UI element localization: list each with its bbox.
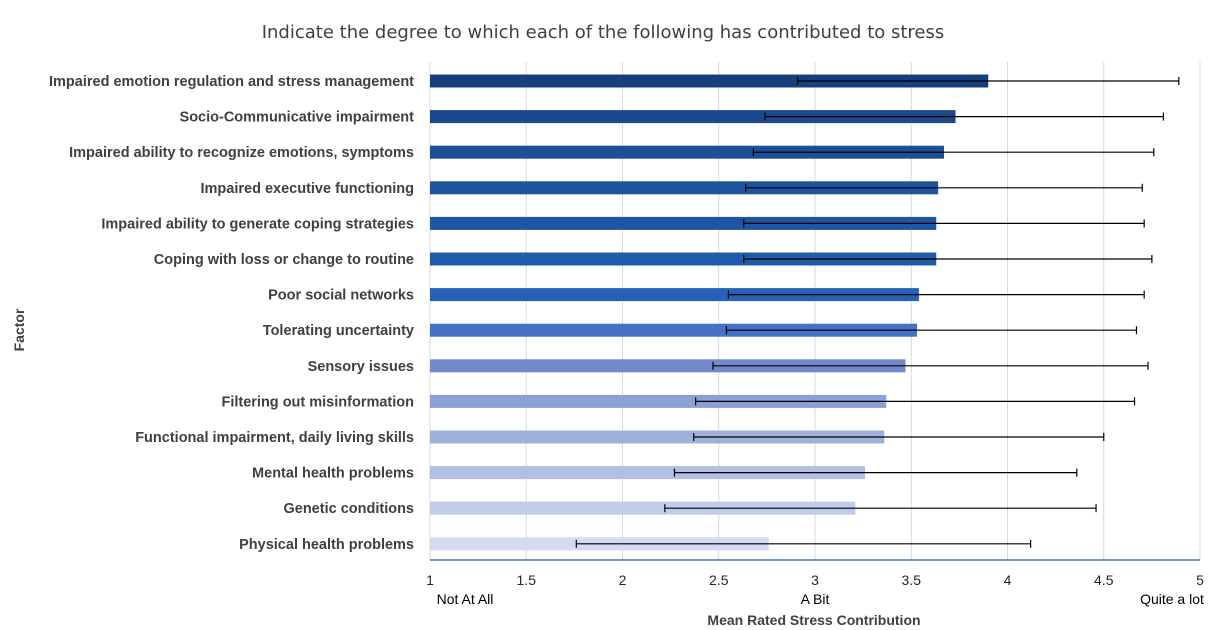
x-tick-labels: 1 1.5 2 2.5 3 3.5 4 4.5 5 (426, 572, 1204, 588)
bar (430, 430, 885, 444)
x-tick-label: 2 (619, 572, 627, 588)
error-bar (743, 219, 1145, 228)
category-label: Impaired executive functioning (200, 181, 414, 197)
category-label: Mental health problems (252, 466, 414, 482)
x-tick-label: 3 (811, 572, 819, 588)
x-anchor-label: A Bit (801, 591, 830, 607)
bar (430, 288, 919, 302)
error-bar (797, 77, 1180, 85)
x-tick-label: 1 (426, 572, 434, 588)
category-label: Filtering out misinformation (221, 394, 414, 410)
category-label: Impaired emotion regulation and stress m… (49, 74, 414, 90)
x-anchor-labels: Not At All A Bit Quite a lot (437, 591, 1204, 607)
error-bar (752, 148, 1155, 157)
error-bars (575, 77, 1180, 548)
gridlines (429, 62, 1201, 560)
error-bar (575, 539, 1032, 548)
category-label: Sensory issues (308, 359, 414, 375)
category-label: Impaired ability to recognize emotions, … (69, 145, 414, 161)
bar (430, 145, 944, 159)
category-label: Physical health problems (239, 537, 414, 553)
x-anchor-label: Not At All (437, 591, 494, 607)
category-label: Socio-Communicative impairment (180, 110, 415, 126)
x-tick-label: 5 (1196, 572, 1204, 588)
error-bar (664, 504, 1097, 513)
error-bar (727, 290, 1145, 299)
error-bar (725, 326, 1138, 335)
bars (430, 74, 989, 551)
bar (430, 74, 989, 88)
bar (430, 323, 918, 337)
error-bar (673, 468, 1078, 477)
category-label: Tolerating uncertainty (263, 323, 414, 339)
bar (430, 359, 906, 373)
error-bar (743, 255, 1153, 263)
category-label: Coping with loss or change to routine (154, 252, 414, 268)
error-bar (693, 433, 1105, 441)
x-tick-label: 3.5 (902, 572, 922, 588)
x-tick-label: 4 (1004, 572, 1012, 588)
category-label: Genetic conditions (283, 501, 414, 517)
error-bar (695, 397, 1136, 406)
bar (430, 394, 887, 408)
error-bar (712, 361, 1149, 370)
x-tick-label: 2.5 (709, 572, 729, 588)
bar (430, 110, 956, 124)
bar (430, 216, 937, 230)
category-label: Impaired ability to generate coping stra… (101, 216, 414, 232)
category-labels: Impaired emotion regulation and stress m… (49, 74, 414, 553)
bar (430, 466, 866, 480)
x-tick-label: 4.5 (1094, 572, 1114, 588)
x-tick-label: 1.5 (517, 572, 537, 588)
bar (430, 501, 856, 515)
bar (430, 252, 937, 266)
x-anchor-label: Quite a lot (1140, 591, 1204, 607)
y-axis-title: Factor (11, 308, 27, 351)
x-axis-title: Mean Rated Stress Contribution (707, 612, 920, 628)
bar (430, 181, 939, 195)
error-bar (745, 183, 1143, 192)
error-bar (764, 112, 1165, 121)
chart-title: Indicate the degree to which each of the… (262, 22, 945, 43)
category-label: Functional impairment, daily living skil… (135, 430, 414, 446)
category-label: Poor social networks (268, 288, 414, 304)
